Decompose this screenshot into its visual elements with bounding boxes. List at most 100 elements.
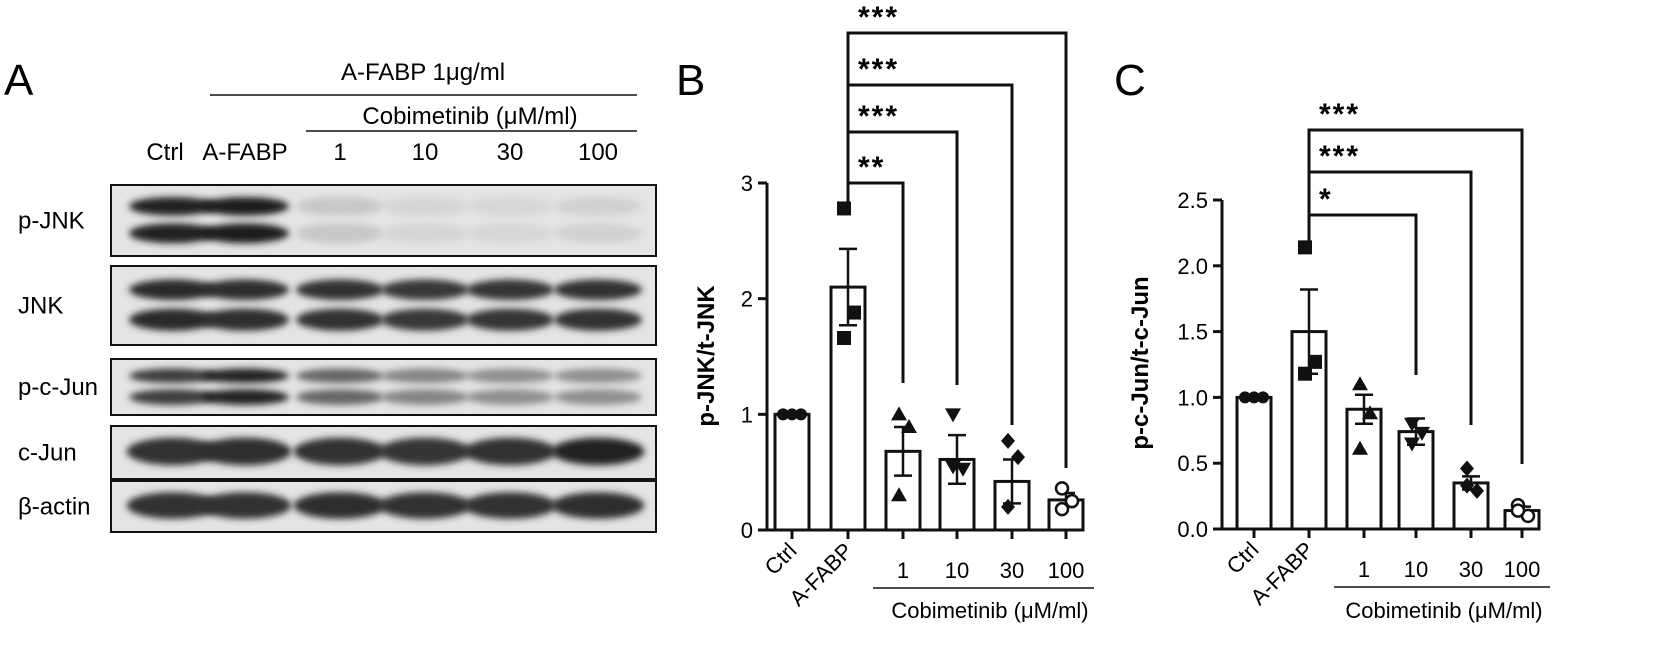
y-axis-title: p-c-Jun/t-c-Jun bbox=[1127, 276, 1154, 449]
data-point bbox=[1054, 481, 1070, 496]
y-tick-label: 0 bbox=[741, 518, 753, 543]
panel-label-a: A bbox=[4, 56, 34, 105]
data-point bbox=[1352, 376, 1368, 391]
data-point bbox=[1362, 405, 1378, 420]
bar-a-fabp bbox=[829, 285, 867, 532]
data-point bbox=[891, 487, 907, 502]
blot-band bbox=[466, 197, 554, 216]
blot-row-c-jun: c-Jun bbox=[18, 425, 657, 480]
blot-band bbox=[551, 437, 645, 466]
x-axis-title: Cobimetinib (μM/ml) bbox=[1345, 598, 1542, 623]
blot-band bbox=[381, 368, 469, 384]
data-point bbox=[945, 460, 961, 475]
x-tick-label: 10 bbox=[1404, 557, 1428, 582]
x-tick-label: Ctrl bbox=[1222, 537, 1264, 579]
x-tick-label: 30 bbox=[1000, 558, 1024, 583]
blot-band bbox=[381, 308, 469, 331]
blot-row-label: JNK bbox=[18, 293, 63, 320]
y-tick-label: 2.5 bbox=[1177, 188, 1208, 213]
blot-band bbox=[129, 279, 217, 300]
blot-band bbox=[129, 197, 217, 216]
lane-label-30: 30 bbox=[497, 139, 524, 166]
blot-band bbox=[554, 279, 642, 300]
blot-band bbox=[198, 492, 292, 519]
data-point bbox=[901, 419, 917, 434]
panel-label-c: C bbox=[1114, 56, 1146, 105]
data-point bbox=[945, 408, 961, 423]
data-point bbox=[1460, 477, 1474, 494]
data-point bbox=[777, 408, 789, 421]
lane-label-100: 100 bbox=[578, 139, 618, 166]
y-tick-label: 0.0 bbox=[1177, 517, 1208, 542]
lane-label-ctrl: Ctrl bbox=[146, 139, 183, 166]
x-tick-label: A-FABP bbox=[785, 538, 858, 611]
blot-band bbox=[201, 223, 289, 244]
y-tick-label: 0.5 bbox=[1177, 451, 1208, 476]
blot-band bbox=[554, 368, 642, 384]
x-tick-label: 10 bbox=[945, 558, 969, 583]
blot-row-p-jnk: p-JNK bbox=[18, 184, 657, 257]
blot-band bbox=[381, 223, 469, 244]
data-point bbox=[1298, 240, 1312, 255]
x-tick-label: 1 bbox=[897, 558, 909, 583]
y-tick-label: 2 bbox=[741, 287, 753, 312]
data-point bbox=[1414, 426, 1430, 441]
data-point bbox=[1001, 432, 1015, 449]
blot-treatment-header: A-FABP 1μg/ml bbox=[341, 59, 505, 86]
blot-row-label: β-actin bbox=[18, 494, 91, 521]
blot-frame bbox=[110, 184, 657, 257]
data-point bbox=[1308, 354, 1322, 369]
y-tick-label: 1 bbox=[741, 402, 753, 427]
lane-label-1: 1 bbox=[333, 139, 346, 166]
data-point bbox=[1404, 437, 1420, 452]
blot-band bbox=[296, 197, 384, 216]
blot-band bbox=[463, 492, 557, 519]
blot-frame bbox=[110, 358, 657, 416]
panel-label-b: B bbox=[676, 56, 705, 105]
y-tick-label: 3 bbox=[741, 171, 753, 196]
blot-band bbox=[201, 389, 289, 405]
data-point bbox=[786, 408, 798, 421]
blot-band bbox=[296, 389, 384, 405]
blot-band bbox=[129, 389, 217, 405]
data-point bbox=[837, 330, 851, 345]
significance-label: *** bbox=[858, 100, 899, 133]
x-tick-label: Ctrl bbox=[760, 538, 802, 580]
data-point bbox=[1239, 391, 1251, 404]
blot-band bbox=[381, 197, 469, 216]
blot-band bbox=[381, 279, 469, 300]
data-point bbox=[955, 462, 971, 477]
blot-drug-header: Cobimetinib (μM/ml) bbox=[362, 103, 577, 130]
significance-bracket bbox=[1307, 170, 1473, 425]
blot-band bbox=[554, 197, 642, 216]
blot-row-label: c-Jun bbox=[18, 440, 77, 467]
blot-band bbox=[201, 197, 289, 216]
blot-band bbox=[129, 308, 217, 331]
x-tick-label: 1 bbox=[1358, 557, 1370, 582]
blot-band bbox=[293, 492, 387, 519]
data-point bbox=[891, 406, 907, 421]
blot-band bbox=[126, 492, 220, 519]
data-point bbox=[1001, 498, 1015, 515]
data-point bbox=[1352, 440, 1368, 455]
blot-band bbox=[466, 223, 554, 244]
lane-label-a-fabp: A-FABP bbox=[202, 139, 287, 166]
blot-band bbox=[296, 308, 384, 331]
bar-ctrl bbox=[773, 412, 811, 532]
significance-bracket bbox=[1307, 128, 1524, 464]
data-point bbox=[1298, 366, 1312, 381]
significance-bracket bbox=[846, 31, 1068, 468]
blot-row-label: p-c-Jun bbox=[18, 374, 98, 401]
blot-band bbox=[554, 389, 642, 405]
blot-band bbox=[381, 389, 469, 405]
blot-band bbox=[198, 437, 292, 466]
x-tick-label: 100 bbox=[1504, 557, 1541, 582]
y-axis-title: p-JNK/t-JNK bbox=[693, 285, 720, 427]
blot-band bbox=[129, 368, 217, 384]
data-point bbox=[847, 305, 861, 320]
western-blot: A-FABP 1μg/ml Cobimetinib (μM/ml) Ctrl A-… bbox=[18, 59, 657, 533]
blot-band bbox=[201, 368, 289, 384]
data-point bbox=[1510, 503, 1526, 518]
data-point bbox=[1064, 493, 1080, 509]
